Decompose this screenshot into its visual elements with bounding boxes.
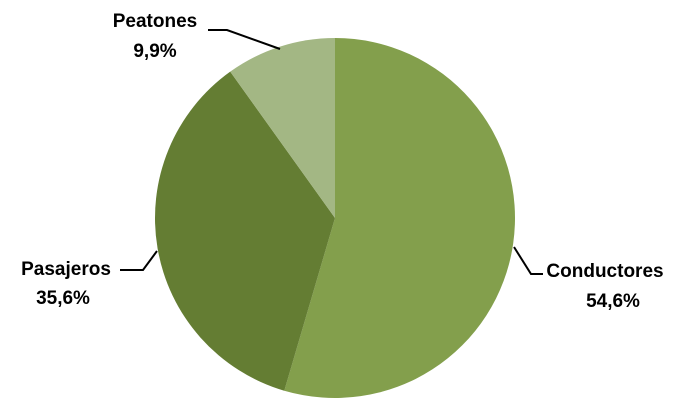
leader-line-peatones — [208, 29, 281, 50]
slice-label-conductores-name: Conductores — [546, 261, 663, 282]
leader-line-pasajeros — [120, 250, 158, 271]
pie-slice-peatones — [230, 38, 335, 218]
slice-label-conductores-value: 54,6% — [586, 291, 640, 312]
pie-slices — [155, 38, 515, 398]
slice-label-peatones-name: Peatones — [113, 11, 197, 32]
leader-line-conductores — [513, 246, 543, 275]
slice-label-pasajeros-value: 35,6% — [36, 288, 90, 309]
slice-label-peatones-value: 9,9% — [133, 41, 176, 62]
pie-slice-conductores — [284, 38, 515, 398]
pie-slice-pasajeros — [155, 71, 335, 391]
slice-label-pasajeros-name: Pasajeros — [21, 259, 111, 280]
